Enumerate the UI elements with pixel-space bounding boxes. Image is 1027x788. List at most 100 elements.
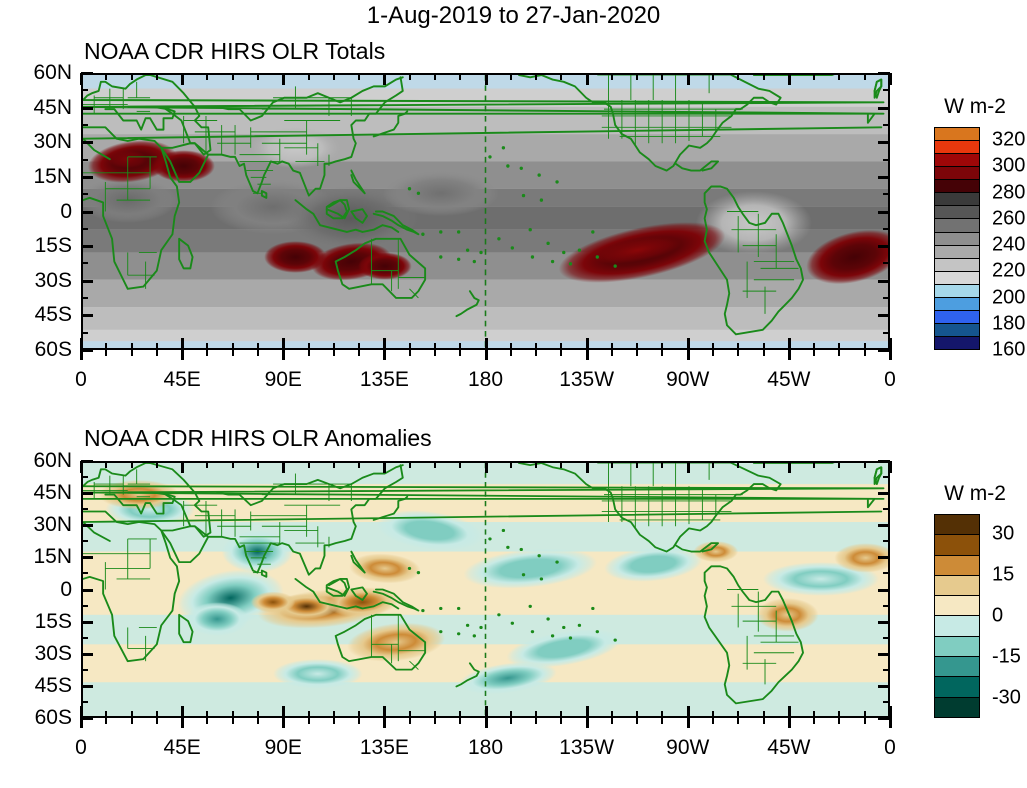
colorbar-swatch [935, 677, 979, 698]
xtick-outer [181, 350, 185, 360]
ytick-minor [883, 572, 890, 575]
xtick-minor [737, 461, 740, 468]
ytick-minor [81, 476, 88, 479]
ytick-minor [81, 297, 88, 300]
xtick-minor-outer [358, 350, 361, 356]
xtick-minor [408, 711, 411, 718]
colorbar-swatch [935, 596, 979, 617]
ytick-major [878, 245, 890, 249]
xtick-minor [863, 343, 866, 350]
ytick-major [81, 349, 93, 352]
ytick-major [81, 652, 93, 656]
xtick-minor-outer [433, 718, 436, 724]
xtick-outer [181, 718, 185, 728]
ytick-major [81, 588, 93, 592]
xtick-minor-outer [206, 350, 209, 356]
ytick-major [878, 492, 890, 496]
xtick-label: 45W [767, 368, 811, 391]
colorbar-tick-label: 220 [992, 259, 1026, 282]
xtick-minor [256, 343, 259, 350]
xtick-minor-outer [838, 350, 841, 356]
xtick-minor [307, 73, 310, 80]
ytick-minor [883, 89, 890, 92]
xtick-minor-outer [231, 350, 234, 356]
xtick-minor [762, 73, 765, 80]
xtick-outer [889, 350, 892, 360]
ytick-minor [883, 227, 890, 230]
xtick-minor [712, 461, 715, 468]
xtick-minor [661, 461, 664, 468]
xtick-outer [484, 718, 488, 728]
colorbar-swatch [935, 258, 979, 272]
xtick-label: 45E [163, 368, 201, 391]
xtick-minor-outer [610, 718, 613, 724]
xtick-minor [307, 711, 310, 718]
colorbar-swatch [935, 697, 979, 717]
ytick-label: 60N [33, 449, 72, 472]
xtick-minor-outer [332, 350, 335, 356]
xtick-minor [433, 343, 436, 350]
xtick-minor [206, 343, 209, 350]
ytick-major [878, 314, 890, 318]
colorbar-swatch [935, 636, 979, 658]
xtick-minor [661, 711, 664, 718]
ytick-label: 15N [33, 164, 72, 188]
xtick-label: 0 [884, 736, 896, 759]
ytick-minor [883, 476, 890, 479]
xtick-label: 135E [359, 368, 409, 391]
xtick-minor [155, 73, 158, 80]
ytick-major [81, 717, 93, 720]
ytick-major [81, 556, 93, 560]
ytick-minor [81, 540, 88, 543]
xtick-minor [610, 73, 613, 80]
ytick-minor [81, 193, 88, 196]
ytick-major [878, 588, 890, 592]
xtick-minor [459, 461, 462, 468]
map-plot-totals [81, 73, 890, 350]
ytick-major [81, 620, 93, 624]
xtick-minor [535, 343, 538, 350]
xtick-minor [610, 711, 613, 718]
xtick-major [889, 461, 892, 473]
xtick-minor [813, 73, 816, 80]
xtick-minor-outer [459, 350, 462, 356]
xtick-minor [610, 343, 613, 350]
xtick-minor-outer [737, 350, 740, 356]
xtick-minor-outer [256, 718, 259, 724]
xtick-label: 135W [559, 368, 615, 391]
ytick-label: 0 [60, 199, 72, 223]
xtick-outer [686, 718, 690, 728]
xtick-outer [686, 350, 690, 360]
ytick-major [81, 684, 93, 688]
xtick-label: 0 [75, 368, 87, 391]
xtick-major [181, 461, 185, 473]
xtick-minor [737, 711, 740, 718]
xtick-label: 90E [264, 368, 302, 391]
xtick-minor-outer [105, 718, 108, 724]
xtick-minor [206, 73, 209, 80]
xtick-minor [358, 711, 361, 718]
colorbar-swatch [935, 337, 979, 350]
xtick-major [585, 338, 589, 350]
xtick-minor [206, 461, 209, 468]
xtick-minor [105, 711, 108, 718]
xtick-minor [762, 461, 765, 468]
xtick-minor [231, 711, 234, 718]
xtick-minor [358, 461, 361, 468]
xtick-major [686, 461, 690, 473]
colorbar-tick-label: 180 [992, 312, 1026, 335]
colorbar-title-totals: W m-2 [944, 95, 1006, 118]
xtick-minor-outer [433, 350, 436, 356]
ytick-major [878, 556, 890, 560]
xtick-label: 135E [359, 736, 409, 759]
ytick-minor [883, 668, 890, 671]
xtick-minor-outer [509, 718, 512, 724]
ytick-minor [81, 123, 88, 126]
xtick-major [181, 706, 185, 718]
xtick-minor-outer [231, 718, 234, 724]
ytick-minor [81, 508, 88, 511]
colorbar-totals [934, 127, 980, 350]
ytick-minor [883, 123, 890, 126]
xtick-label: 45W [767, 736, 811, 759]
